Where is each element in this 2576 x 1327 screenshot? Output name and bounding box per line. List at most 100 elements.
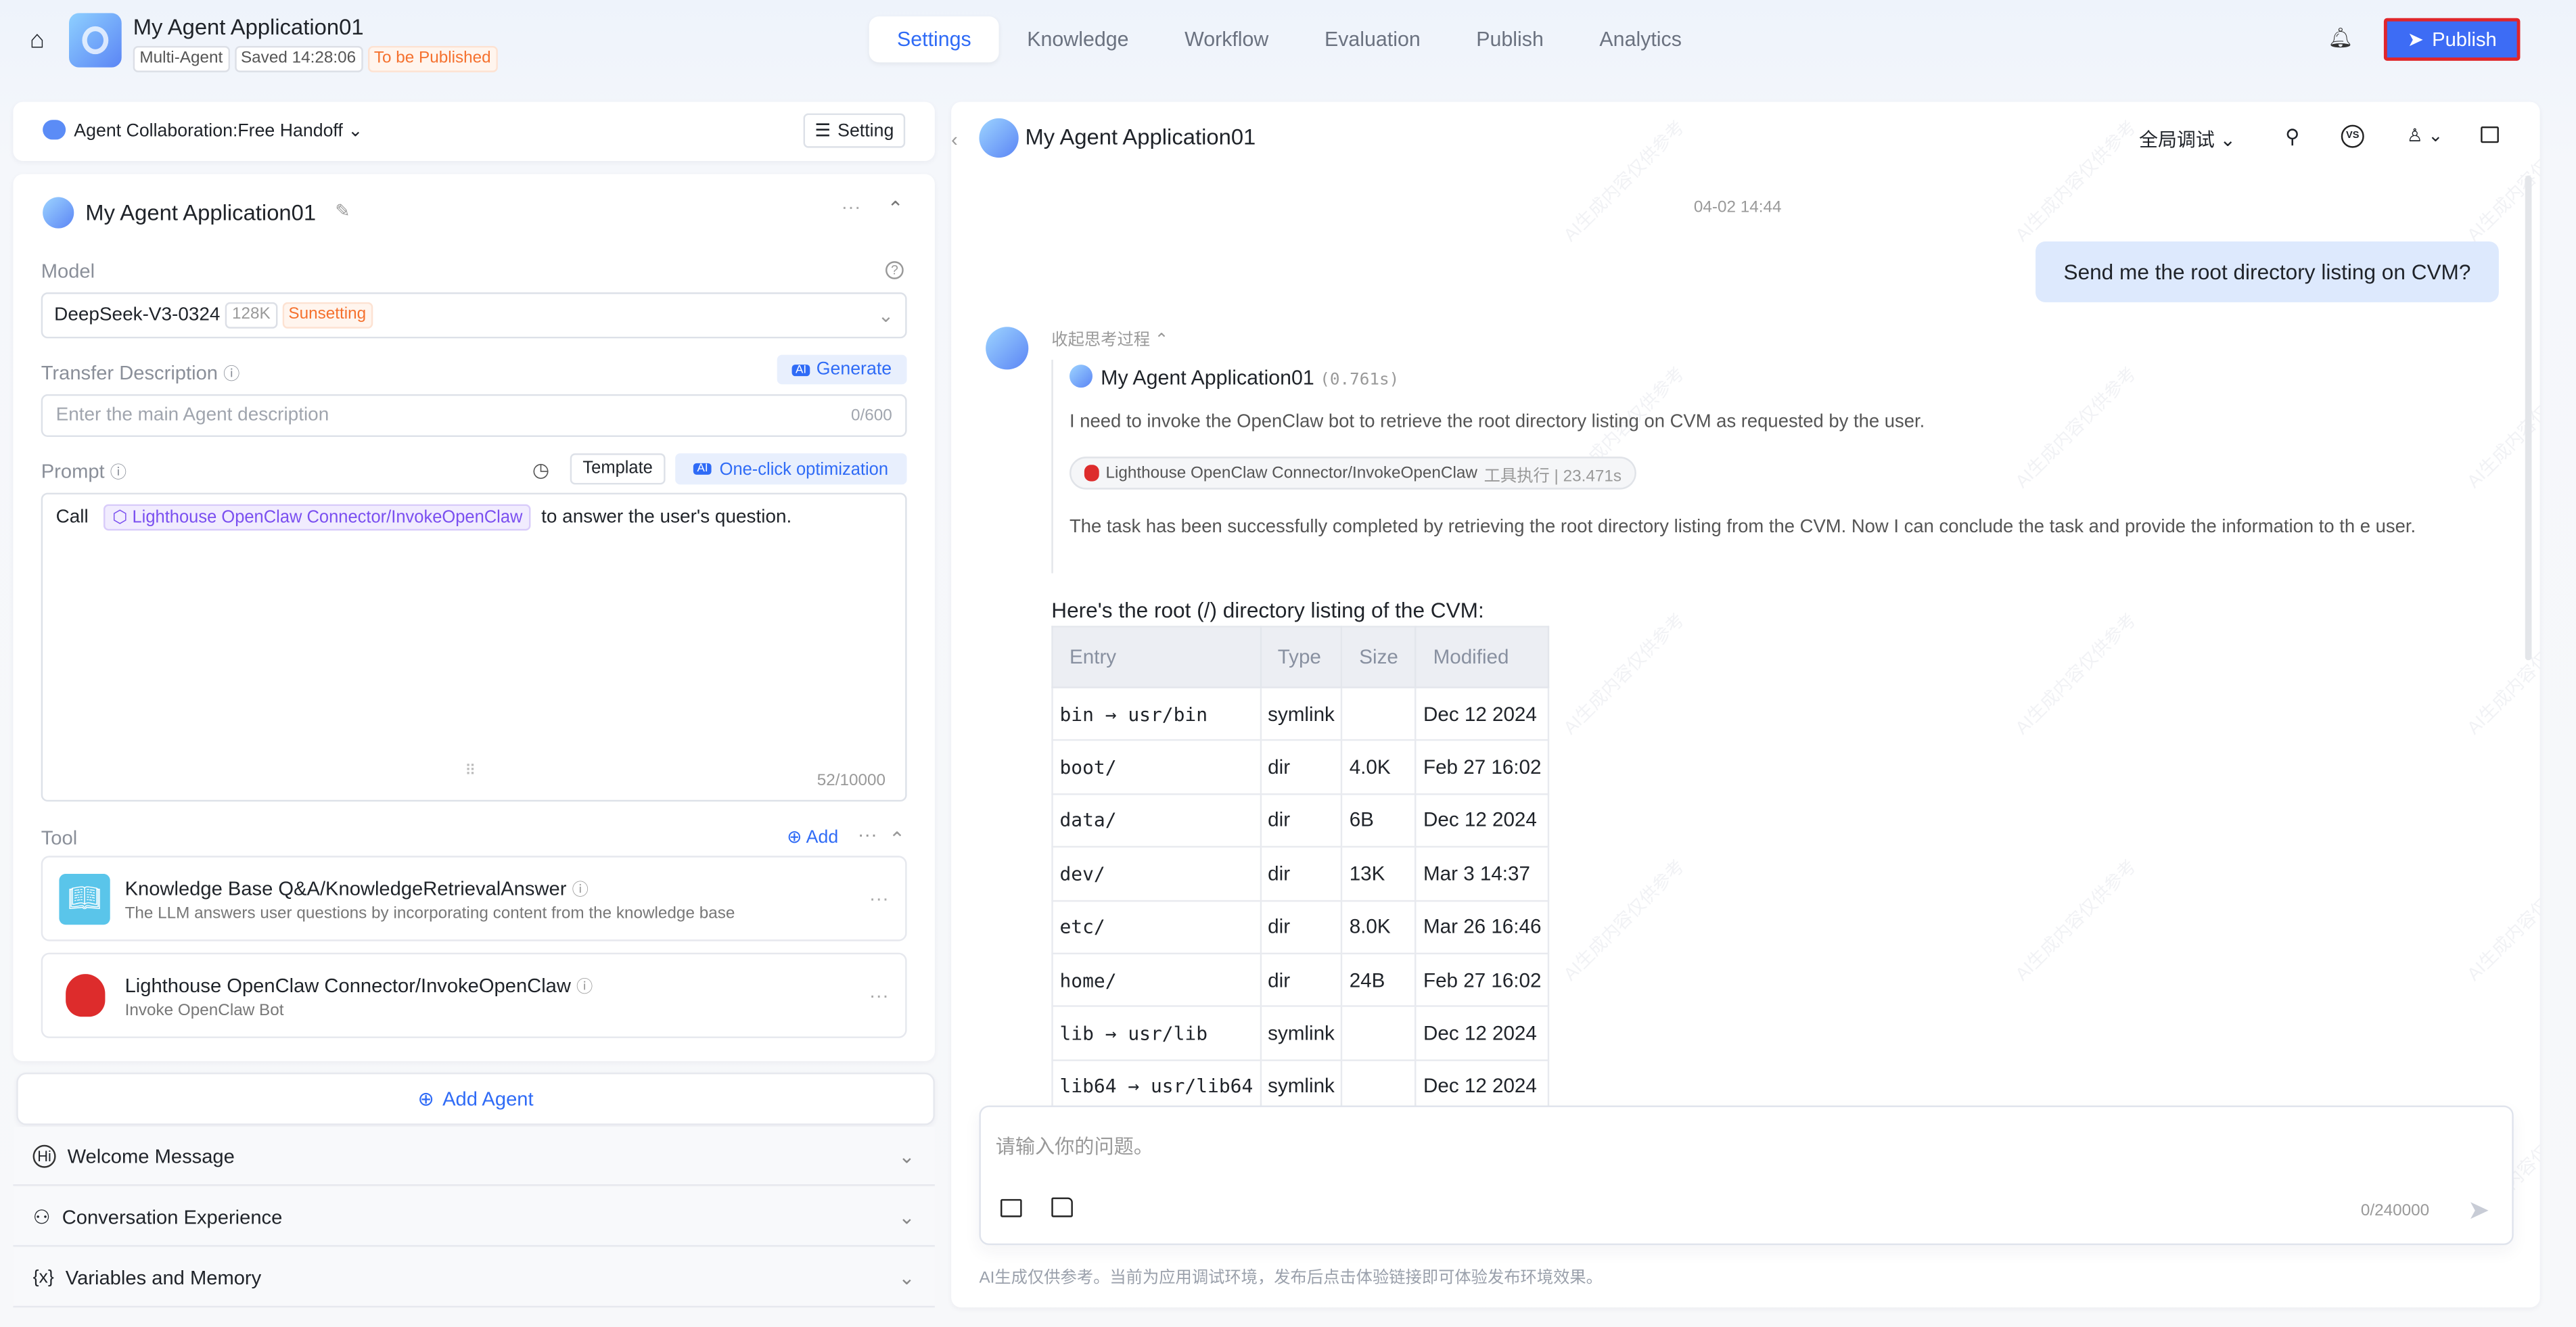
type-tag: Multi-Agent <box>133 46 229 72</box>
vs-icon[interactable]: VS <box>2341 124 2364 148</box>
table-cell: Feb 27 16:02 <box>1414 952 1550 1008</box>
context-tag: 128K <box>225 302 277 329</box>
plus-circle-icon: ⊕ <box>417 1087 434 1111</box>
red-robot-icon <box>1084 465 1099 482</box>
more-icon[interactable]: ··· <box>869 983 889 1007</box>
table-cell: 13K <box>1341 846 1417 902</box>
book-icon: 📖︎ <box>59 872 110 925</box>
help-icon[interactable]: ⓘ <box>110 465 127 484</box>
table-cell: Dec 12 2024 <box>1414 1006 1550 1061</box>
collapse-icon[interactable]: ⌃ <box>887 197 904 220</box>
tab-publish[interactable]: Publish <box>1476 28 1544 51</box>
table-header-row: Entry Type Size Modified <box>1051 626 1550 689</box>
tool-call-chip[interactable]: Lighthouse OpenClaw Connector/InvokeOpen… <box>1070 457 1636 490</box>
column-header: Modified <box>1414 626 1550 689</box>
collapse-thinking-toggle[interactable]: 收起思考过程 ⌃ <box>1051 331 1169 350</box>
tab-analytics[interactable]: Analytics <box>1599 28 1682 51</box>
collapse-left-icon[interactable]: ‹ <box>951 128 958 152</box>
add-agent-label: Add Agent <box>442 1087 534 1111</box>
transfer-description-input[interactable]: Enter the main Agent description 0/600 <box>41 394 907 438</box>
resize-handle-icon[interactable]: ⠿ <box>465 762 476 779</box>
add-tool-button[interactable]: ⊕ Add <box>787 828 839 848</box>
more-icon[interactable]: ··· <box>857 822 877 846</box>
column-header: Type <box>1260 626 1343 689</box>
bell-icon[interactable]: 🔔︎ <box>2328 26 2353 49</box>
table-cell: home/ <box>1051 952 1262 1008</box>
tab-knowledge[interactable]: Knowledge <box>1027 28 1129 51</box>
table-row: bin → usr/bin symlink Dec 12 2024 <box>1051 686 1550 742</box>
agent-avatar <box>979 118 1019 158</box>
collapse-icon[interactable]: ⌃ <box>888 828 906 852</box>
tab-settings[interactable]: Settings <box>869 16 1000 63</box>
tool-item[interactable]: Lighthouse OpenClaw Connector/InvokeOpen… <box>41 952 907 1038</box>
help-icon[interactable]: ? <box>886 261 904 279</box>
help-icon[interactable]: ⓘ <box>223 366 240 385</box>
one-click-optimization-button[interactable]: AI One-click optimization <box>675 453 907 485</box>
table-cell: dir <box>1260 739 1343 795</box>
prompt-editor[interactable]: Call ⬡ Lighthouse OpenClaw Connector/Inv… <box>41 492 907 802</box>
publish-button[interactable]: ➤ Publish <box>2383 18 2521 61</box>
table-cell: dir <box>1260 846 1343 902</box>
section-conversation-experience[interactable]: ⚇ Conversation Experience ⌄ <box>13 1187 935 1247</box>
image-icon[interactable] <box>1001 1198 1022 1217</box>
edit-icon[interactable]: ✎ <box>335 202 350 222</box>
tool-reference-chip[interactable]: ⬡ Lighthouse OpenClaw Connector/InvokeOp… <box>104 504 531 531</box>
table-cell: 8.0K <box>1341 899 1417 954</box>
add-agent-button[interactable]: ⊕ Add Agent <box>16 1072 935 1125</box>
chevron-down-icon: ⌄ <box>348 121 363 141</box>
history-icon[interactable]: ◷ <box>532 458 550 482</box>
folder-icon[interactable] <box>1051 1197 1073 1217</box>
model-select[interactable]: DeepSeek-V3-0324 128K Sunsetting ⌄ <box>41 292 907 339</box>
tab-workflow[interactable]: Workflow <box>1184 28 1269 51</box>
section-label: Variables and Memory <box>65 1265 262 1289</box>
thought-text: The task has been successfully completed… <box>1070 517 2416 538</box>
table-row: etc/dir 8.0K Mar 26 16:46 <box>1051 899 1550 954</box>
section-welcome-message[interactable]: Hi Welcome Message ⌄ <box>13 1127 935 1186</box>
home-icon[interactable]: ⌂ <box>29 26 45 55</box>
prompt-text: Call <box>55 507 89 528</box>
watermark-text: AI生成内容仅供参考 <box>2464 856 2540 985</box>
agent-card: My Agent Application01 ✎ ··· ⌃ Model ? D… <box>13 174 935 1061</box>
optimize-label: One-click optimization <box>719 459 889 479</box>
info-icon[interactable]: ⓘ <box>572 881 589 900</box>
chevron-down-icon: ⌄ <box>898 1205 915 1228</box>
tool-description: Invoke OpenClaw Bot <box>124 1001 284 1019</box>
tab-evaluation[interactable]: Evaluation <box>1324 28 1421 51</box>
publish-label: Publish <box>2432 28 2497 51</box>
collaboration-mode[interactable]: Agent Collaboration:Free Handoff ⌄ <box>74 120 363 141</box>
thinking-divider <box>1051 359 1053 574</box>
send-icon[interactable]: ➤ <box>2467 1197 2490 1226</box>
section-variables-and-memory[interactable]: {x} Variables and Memory ⌄ <box>13 1248 935 1308</box>
sidebar-toggle-icon[interactable] <box>2481 126 2499 143</box>
clear-icon[interactable]: ♙ ⌄ <box>2406 126 2443 147</box>
debug-mode-select[interactable]: 全局调试 ⌄ <box>2139 131 2236 152</box>
agent-avatar <box>1070 365 1093 388</box>
chat-title: My Agent Application01 <box>1025 124 1256 150</box>
app-logo <box>69 13 122 68</box>
table-cell: Dec 12 2024 <box>1414 686 1550 742</box>
tool-name: Lighthouse OpenClaw Connector/InvokeOpen… <box>124 973 593 996</box>
setting-button[interactable]: ☰ Setting <box>803 113 906 148</box>
generate-label: Generate <box>816 359 892 380</box>
info-icon[interactable]: ⓘ <box>576 978 593 996</box>
table-cell: Dec 12 2024 <box>1414 793 1550 848</box>
template-button[interactable]: Template <box>570 453 666 485</box>
tool-name: Knowledge Base Q&A/KnowledgeRetrievalAns… <box>124 876 589 900</box>
ai-icon: AI <box>792 363 810 375</box>
input-count: 0/240000 <box>2360 1202 2430 1221</box>
chat-input[interactable]: 请输入你的问题。 0/240000 ➤ <box>979 1105 2514 1245</box>
more-icon[interactable]: ··· <box>841 195 861 219</box>
ai-icon: AI <box>693 463 712 475</box>
link-icon[interactable]: ⚲ <box>2285 124 2300 148</box>
bot-avatar <box>986 327 1029 370</box>
generate-button[interactable]: AI Generate <box>777 354 907 385</box>
table-row: data/dir 6B Dec 12 2024 <box>1051 793 1550 848</box>
scrollbar[interactable] <box>2525 175 2532 661</box>
prompt-count: 52/10000 <box>816 772 886 791</box>
transfer-description-label: Transfer Description ⓘ <box>41 361 240 385</box>
tool-item[interactable]: 📖︎ Knowledge Base Q&A/KnowledgeRetrieval… <box>41 856 907 941</box>
red-robot-icon <box>59 970 110 1021</box>
more-icon[interactable]: ··· <box>869 887 889 910</box>
sunsetting-tag: Sunsetting <box>281 302 373 329</box>
